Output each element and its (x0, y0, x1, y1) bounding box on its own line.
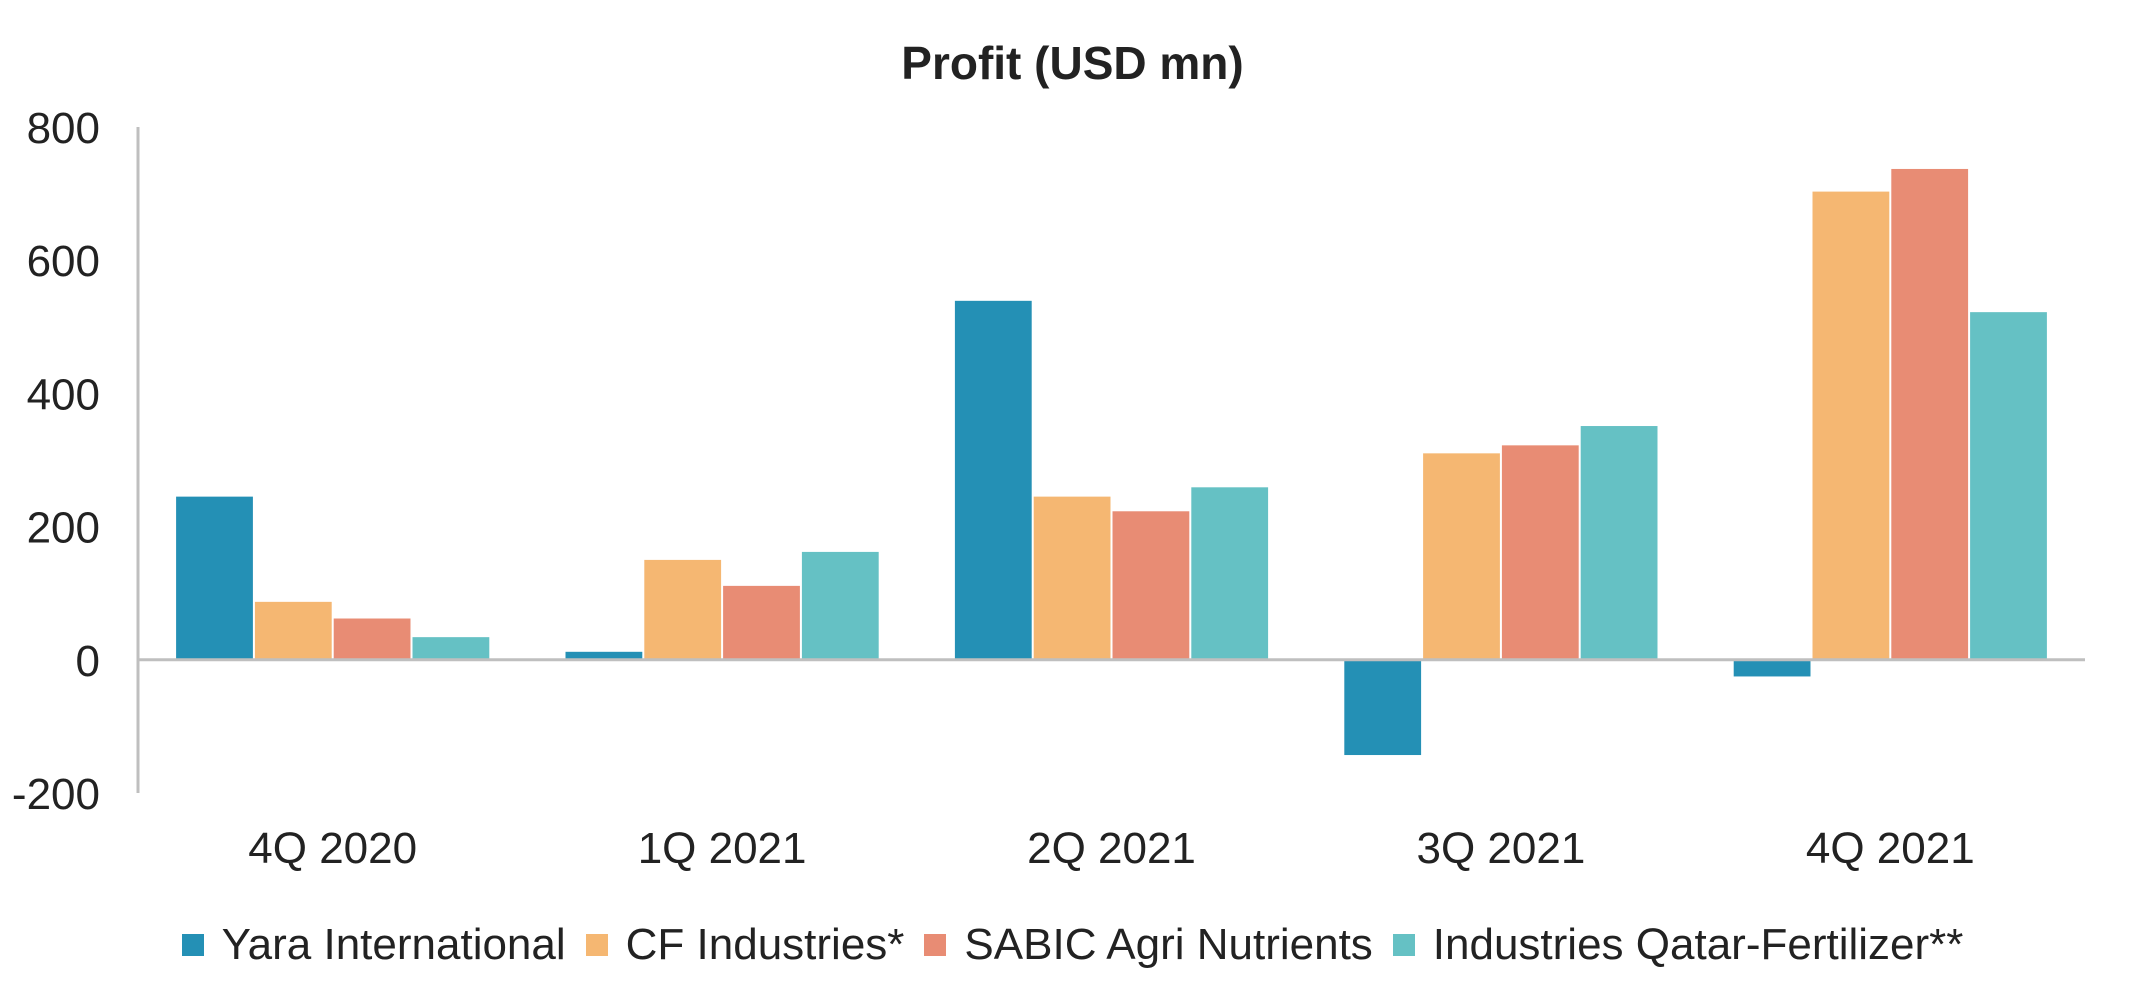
legend-swatch (181, 934, 204, 956)
bar-yara-international-3q-2021 (1344, 659, 1422, 756)
bar-sabic-agri-nutrients-4q-2020 (333, 618, 411, 660)
bar-sabic-agri-nutrients-3q-2021 (1501, 445, 1579, 660)
legend-item: Yara International (181, 920, 566, 970)
legend-label: Yara International (221, 920, 566, 969)
legend-item: Industries Qatar-Fertilizer** (1392, 920, 1964, 970)
bar-industries-qatar-fertilizer-1q-2021 (801, 551, 879, 660)
x-tick-label: 3Q 2021 (1416, 824, 1585, 873)
y-tick-label: 400 (27, 370, 100, 419)
y-tick-label: 600 (27, 237, 100, 286)
x-tick-label: 4Q 2021 (1806, 824, 1975, 873)
bar-cf-industries-1q-2021 (644, 559, 722, 660)
legend-swatch (1392, 934, 1415, 956)
bar-cf-industries-4q-2021 (1812, 191, 1890, 660)
legend-label: SABIC Agri Nutrients (964, 920, 1373, 969)
legend-swatch (585, 934, 608, 956)
bar-cf-industries-4q-2020 (254, 601, 332, 660)
bar-industries-qatar-fertilizer-4q-2021 (1970, 312, 2047, 660)
bar-cf-industries-3q-2021 (1423, 453, 1500, 660)
bar-industries-qatar-fertilizer-3q-2021 (1580, 426, 1658, 660)
chart-title: Profit (USD mn) (901, 37, 1244, 89)
bar-yara-international-2q-2021 (954, 300, 1032, 660)
y-tick-label: 800 (27, 104, 100, 153)
bar-sabic-agri-nutrients-1q-2021 (723, 585, 800, 660)
bar-yara-international-4q-2020 (176, 496, 253, 660)
y-tick-label: 200 (27, 504, 100, 553)
x-tick-label: 4Q 2020 (248, 824, 417, 873)
x-tick-label: 2Q 2021 (1027, 824, 1196, 873)
bar-cf-industries-2q-2021 (1033, 496, 1111, 660)
bar-sabic-agri-nutrients-2q-2021 (1112, 511, 1190, 660)
legend-label: Industries Qatar-Fertilizer** (1432, 920, 1964, 969)
y-tick-label: 0 (76, 637, 100, 686)
legend-swatch (924, 934, 947, 956)
x-tick-label: 1Q 2021 (638, 824, 807, 873)
legend-label: CF Industries* (625, 920, 905, 969)
legend-item: CF Industries* (585, 920, 905, 970)
legend-item: SABIC Agri Nutrients (924, 920, 1373, 970)
bar-yara-international-1q-2021 (565, 651, 643, 660)
bar-yara-international-4q-2021 (1733, 659, 1811, 677)
bar-industries-qatar-fertilizer-4q-2020 (412, 637, 490, 660)
chart-legend: Yara International CF Industries* SABIC Ag… (0, 920, 2145, 970)
y-tick-label: -200 (12, 770, 100, 819)
bar-sabic-agri-nutrients-4q-2021 (1891, 168, 1969, 660)
bar-industries-qatar-fertilizer-2q-2021 (1191, 487, 1269, 660)
